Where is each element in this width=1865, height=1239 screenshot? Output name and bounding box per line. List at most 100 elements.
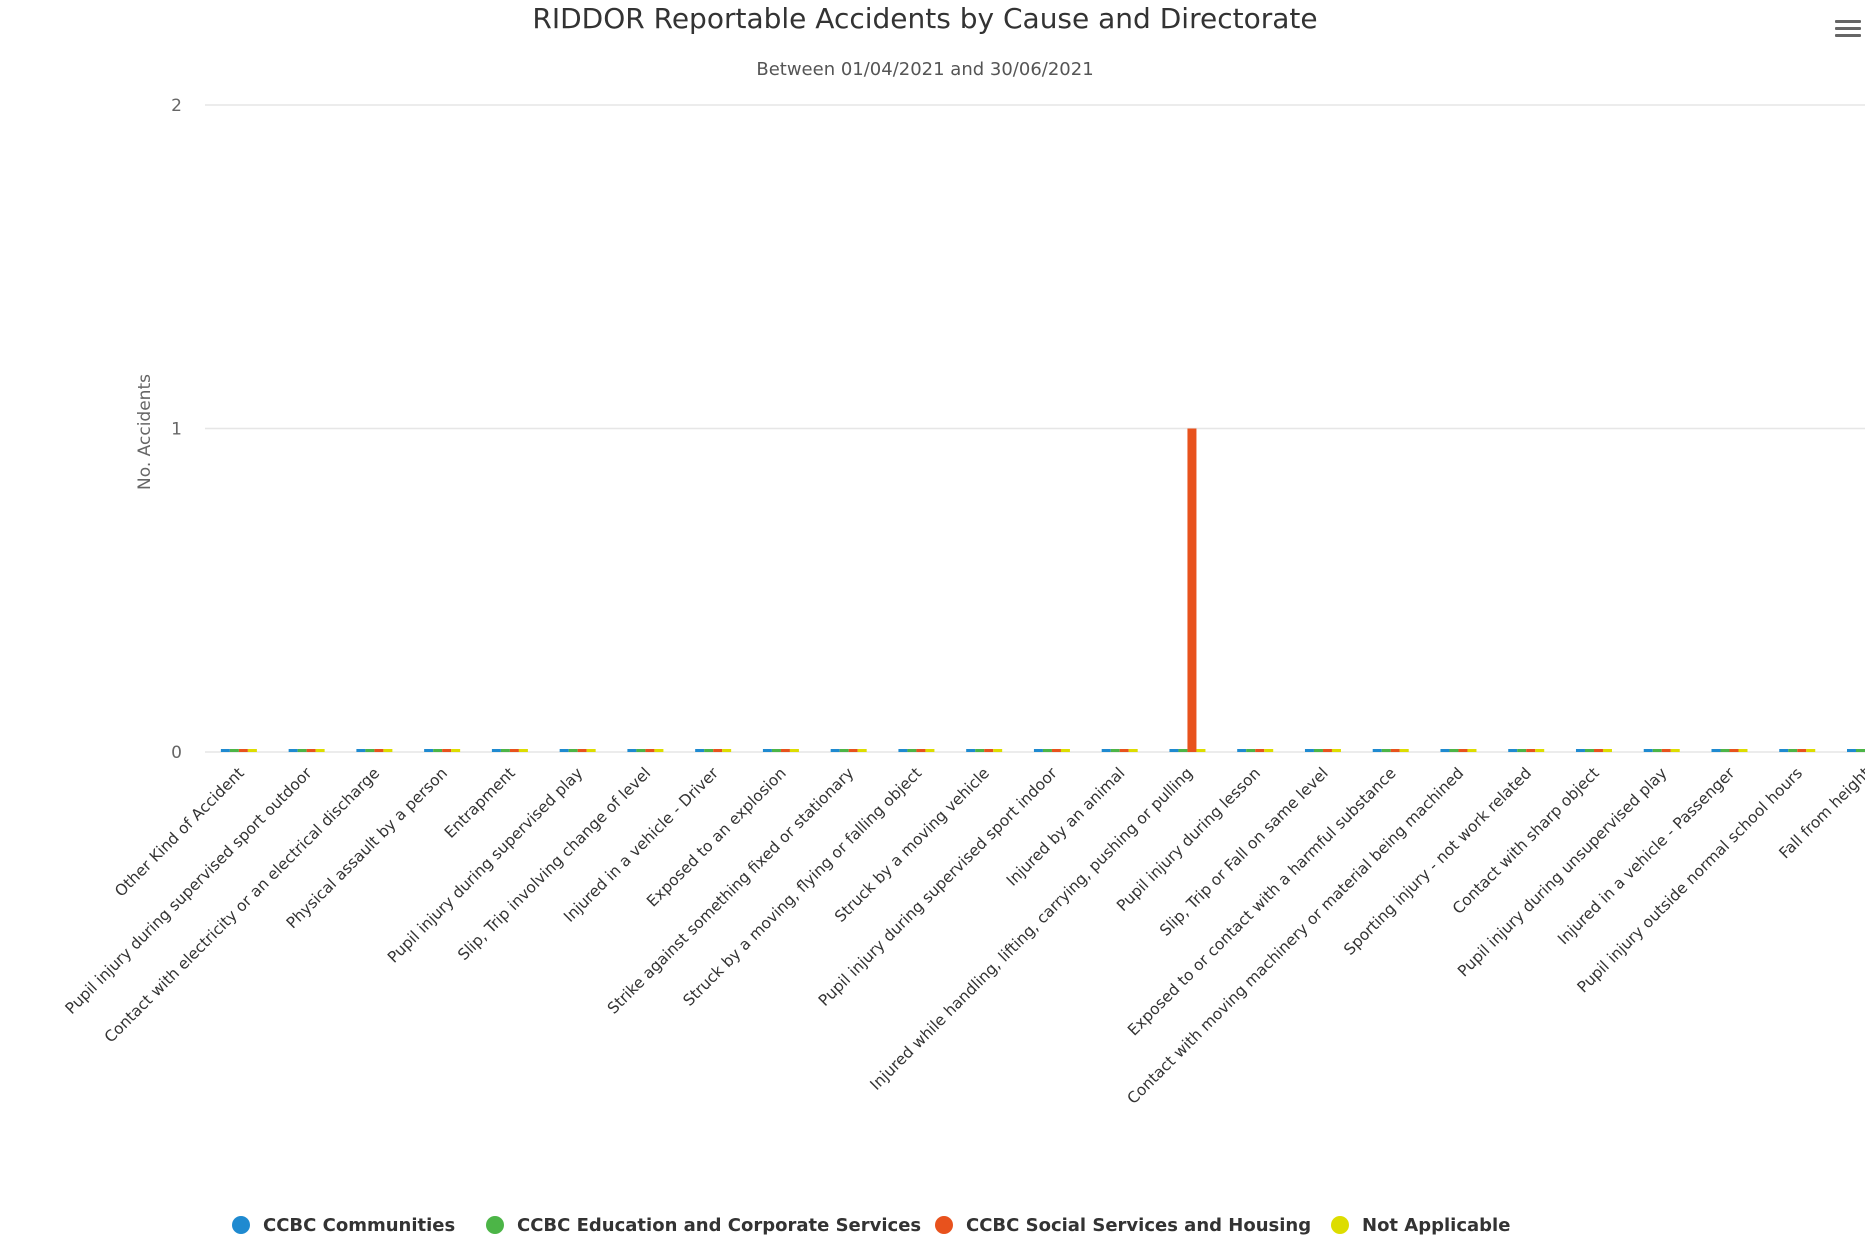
- bar[interactable]: [383, 749, 393, 752]
- bar[interactable]: [695, 749, 705, 752]
- bar[interactable]: [1042, 749, 1052, 752]
- bar[interactable]: [1372, 749, 1382, 752]
- bar[interactable]: [789, 749, 799, 752]
- bar[interactable]: [1526, 749, 1536, 752]
- bar[interactable]: [1797, 749, 1807, 752]
- bar[interactable]: [1331, 749, 1341, 752]
- bar[interactable]: [1304, 749, 1314, 752]
- bar[interactable]: [898, 749, 908, 752]
- bar[interactable]: [654, 749, 664, 752]
- bar[interactable]: [1670, 749, 1680, 752]
- bar[interactable]: [762, 749, 772, 752]
- bar[interactable]: [1449, 749, 1459, 752]
- bar[interactable]: [975, 749, 985, 752]
- bar[interactable]: [1711, 749, 1721, 752]
- bar[interactable]: [1264, 749, 1274, 752]
- bar[interactable]: [1788, 749, 1798, 752]
- bar[interactable]: [1178, 749, 1188, 752]
- bar[interactable]: [627, 749, 637, 752]
- bar[interactable]: [1237, 749, 1247, 752]
- bar[interactable]: [1060, 749, 1070, 752]
- bar[interactable]: [1390, 749, 1400, 752]
- bar[interactable]: [722, 749, 732, 752]
- bar[interactable]: [1729, 749, 1739, 752]
- bar[interactable]: [1440, 749, 1450, 752]
- bar[interactable]: [500, 749, 510, 752]
- bar[interactable]: [636, 749, 646, 752]
- bar[interactable]: [238, 749, 248, 752]
- bar[interactable]: [247, 749, 257, 752]
- bar[interactable]: [315, 749, 325, 752]
- bar[interactable]: [839, 749, 849, 752]
- bar[interactable]: [645, 749, 655, 752]
- bar[interactable]: [830, 749, 840, 752]
- bar[interactable]: [568, 749, 578, 752]
- bar[interactable]: [509, 749, 519, 752]
- bar[interactable]: [1517, 749, 1527, 752]
- bar[interactable]: [713, 749, 723, 752]
- bar[interactable]: [1661, 749, 1671, 752]
- bar[interactable]: [1196, 749, 1206, 752]
- bar[interactable]: [925, 749, 935, 752]
- bar[interactable]: [586, 749, 596, 752]
- bar[interactable]: [1458, 749, 1468, 752]
- bar[interactable]: [1169, 749, 1179, 752]
- bar[interactable]: [424, 749, 434, 752]
- legend-item[interactable]: Not Applicable: [1331, 1215, 1510, 1236]
- bar[interactable]: [229, 749, 239, 752]
- bar[interactable]: [1313, 749, 1323, 752]
- bar[interactable]: [984, 749, 994, 752]
- bar[interactable]: [1399, 749, 1409, 752]
- bar[interactable]: [491, 749, 501, 752]
- bar[interactable]: [780, 749, 790, 752]
- bar[interactable]: [365, 749, 375, 752]
- bar[interactable]: [1535, 749, 1545, 752]
- bar[interactable]: [559, 749, 569, 752]
- bar[interactable]: [704, 749, 714, 752]
- bar[interactable]: [356, 749, 366, 752]
- bar[interactable]: [1779, 749, 1789, 752]
- legend-item[interactable]: CCBC Social Services and Housing: [935, 1215, 1311, 1236]
- bar[interactable]: [1255, 749, 1265, 752]
- bar[interactable]: [1847, 749, 1856, 752]
- hamburger-menu-icon[interactable]: [1835, 16, 1861, 40]
- bar[interactable]: [306, 749, 316, 752]
- bar[interactable]: [966, 749, 976, 752]
- bar[interactable]: [771, 749, 781, 752]
- bar[interactable]: [1128, 749, 1138, 752]
- bar[interactable]: [1110, 749, 1120, 752]
- legend[interactable]: CCBC Communities CCBC Education and Corpo…: [232, 1215, 1510, 1236]
- bar[interactable]: [297, 749, 307, 752]
- bar[interactable]: [1246, 749, 1256, 752]
- bar[interactable]: [1652, 749, 1662, 752]
- bar[interactable]: [1381, 749, 1391, 752]
- bar[interactable]: [1467, 749, 1477, 752]
- bar[interactable]: [220, 749, 230, 752]
- bar[interactable]: [1187, 428, 1197, 753]
- bar[interactable]: [1738, 749, 1748, 752]
- bar[interactable]: [442, 749, 452, 752]
- bar[interactable]: [288, 749, 298, 752]
- bar[interactable]: [1602, 749, 1612, 752]
- bar[interactable]: [1720, 749, 1730, 752]
- bar[interactable]: [451, 749, 461, 752]
- bar[interactable]: [1806, 749, 1816, 752]
- bar[interactable]: [1101, 749, 1111, 752]
- bar[interactable]: [1643, 749, 1653, 752]
- bar[interactable]: [1322, 749, 1332, 752]
- bar[interactable]: [1593, 749, 1603, 752]
- bar[interactable]: [907, 749, 917, 752]
- legend-item[interactable]: CCBC Education and Corporate Services: [486, 1215, 921, 1236]
- bar[interactable]: [1119, 749, 1129, 752]
- bar[interactable]: [1051, 749, 1061, 752]
- bar[interactable]: [374, 749, 384, 752]
- bar[interactable]: [993, 749, 1003, 752]
- legend-item[interactable]: CCBC Communities: [232, 1215, 455, 1236]
- bar[interactable]: [857, 749, 867, 752]
- bar[interactable]: [848, 749, 858, 752]
- bar[interactable]: [1508, 749, 1518, 752]
- bar[interactable]: [433, 749, 443, 752]
- bar[interactable]: [577, 749, 587, 752]
- bar[interactable]: [916, 749, 926, 752]
- bar[interactable]: [1856, 749, 1865, 752]
